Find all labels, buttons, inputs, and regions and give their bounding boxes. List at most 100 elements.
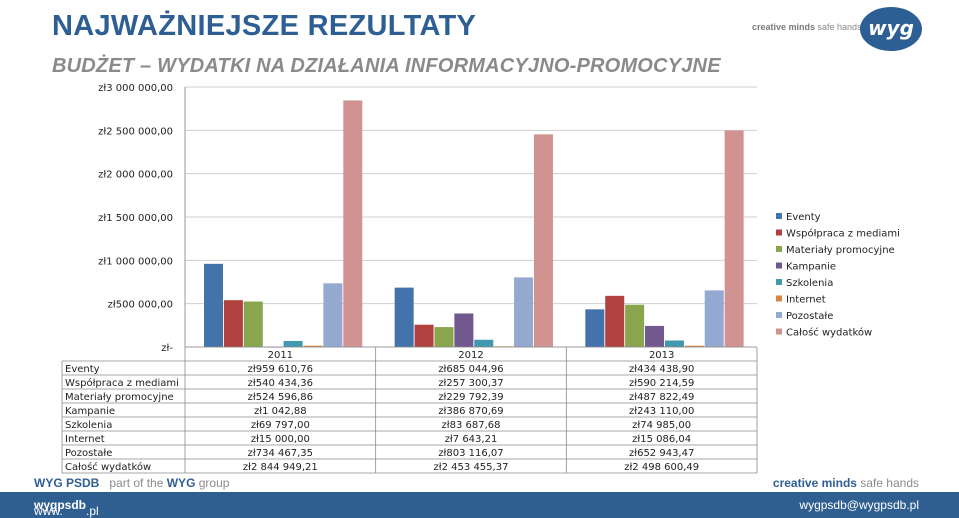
table-row-label: Kampanie [65, 406, 115, 417]
bar-pozosta-e-2011 [323, 283, 343, 347]
table-cell-value: zł524 596,86 [248, 392, 313, 403]
legend-swatch [776, 328, 782, 335]
table-cell-value: zł590 214,59 [629, 378, 694, 389]
email-link[interactable]: wygpsdb@wygpsdb.pl [799, 498, 919, 512]
table-cell-value: zł69 797,00 [251, 420, 310, 431]
tagline-rest: safe hands [815, 22, 862, 32]
bar-ca-o-wydatk-w-2011 [343, 100, 363, 347]
footer-group-rest: group [195, 476, 230, 490]
legend-label: Szkolenia [786, 278, 833, 289]
bar-wsp-praca-z-mediami-2013 [605, 295, 625, 347]
table-row-label: Szkolenia [65, 420, 112, 431]
legend-swatch [776, 262, 782, 269]
table-row-label: Internet [65, 434, 105, 445]
table-cell-value: zł229 792,39 [438, 392, 503, 403]
y-tick-label: zł2 000 000,00 [98, 170, 173, 181]
legend-label: Pozostałe [786, 311, 833, 322]
table-cell-value: zł487 822,49 [629, 392, 694, 403]
table-cell-value: zł2 453 455,37 [434, 462, 509, 473]
bar-pozosta-e-2013 [704, 290, 724, 347]
legend-label: Materiały promocyjne [786, 245, 895, 256]
footer-group-brand: WYG [166, 476, 196, 490]
page-title: NAJWAŻNIEJSZE REZULTATY [52, 10, 477, 42]
table-row-label: Pozostałe [65, 448, 112, 459]
category-label: 2011 [268, 350, 293, 361]
website-link[interactable]: www. wygpsdb .pl [34, 498, 99, 518]
legend-label: Internet [786, 295, 826, 306]
table-cell-value: zł734 467,35 [248, 448, 313, 459]
bar-eventy-2011 [204, 263, 223, 347]
table-cell-value: zł803 116,07 [438, 448, 503, 459]
table-cell-value: zł83 687,68 [442, 420, 501, 431]
footer-bar: www. wygpsdb .pl wygpsdb@wygpsdb.pl [0, 492, 959, 518]
bar-wsp-praca-z-mediami-2011 [223, 300, 243, 347]
y-tick-label: zł1 000 000,00 [98, 256, 173, 267]
bar-eventy-2012 [394, 287, 414, 347]
bar-pozosta-e-2012 [514, 277, 534, 347]
page-subtitle: BUDŻET – WYDATKI NA DZIAŁANIA INFORMACYJ… [52, 55, 721, 77]
y-tick-label: zł- [161, 343, 173, 354]
table-cell-value: zł15 086,04 [632, 434, 691, 445]
y-tick-label: zł1 500 000,00 [98, 213, 173, 224]
legend-swatch [776, 312, 782, 318]
bar-eventy-2013 [585, 309, 605, 347]
table-cell-value: zł652 943,47 [629, 448, 694, 459]
bar-szkolenia-2011 [283, 340, 303, 347]
footer-part-of: part of the [109, 476, 167, 490]
category-label: 2013 [649, 350, 674, 361]
table-row-label: Współpraca z mediami [65, 377, 179, 389]
table-cell-value: zł243 110,00 [629, 406, 694, 417]
url-prefix: www. [34, 504, 63, 518]
legend-label: Kampanie [786, 262, 836, 273]
footer-org-name: WYG PSDB [34, 476, 100, 490]
table-cell-value: zł74 985,00 [632, 420, 691, 431]
footer-slogan: creative minds safe hands [773, 476, 919, 490]
y-tick-label: zł3 000 000,00 [98, 83, 173, 94]
legend-label: Eventy [786, 212, 821, 223]
bar-szkolenia-2013 [664, 340, 684, 347]
table-cell-value: zł2 498 600,49 [624, 462, 699, 473]
tagline-top: creative minds safe hands [752, 22, 862, 32]
logo-oval [860, 7, 922, 51]
legend-swatch [776, 279, 782, 285]
table-cell-value: zł2 844 949,21 [243, 462, 318, 473]
footer-slogan-bold: creative minds [772, 476, 857, 490]
category-label: 2012 [458, 350, 483, 361]
bar-materia-y-promocyjne-2013 [625, 304, 645, 347]
bar-materia-y-promocyjne-2012 [434, 327, 454, 347]
table-row-label: Całość wydatków [65, 461, 151, 473]
bar-ca-o-wydatk-w-2012 [533, 134, 553, 347]
footer-slogan-rest: safe hands [856, 476, 919, 490]
bar-materia-y-promocyjne-2011 [243, 301, 263, 347]
bar-ca-o-wydatk-w-2013 [724, 130, 744, 347]
bar-wsp-praca-z-mediami-2012 [414, 324, 434, 347]
legend-swatch [776, 246, 782, 252]
url-suffix: .pl [86, 504, 99, 518]
table-cell-value: zł386 870,69 [438, 406, 503, 417]
bar-kampanie-2012 [454, 313, 474, 347]
legend-label: Całość wydatków [786, 327, 872, 339]
budget-chart: zł-zł500 000,00 zł1 000 000,00 zł1 500 000… [61, 83, 900, 474]
bar-internet-2011 [303, 345, 323, 347]
wyg-logo: wyg [860, 7, 922, 51]
table-cell-value: zł7 643,21 [445, 434, 498, 445]
bar-internet-2013 [684, 345, 704, 347]
table-row-label: Materiały promocyjne [65, 392, 174, 403]
table-cell-value: zł1 042,88 [254, 406, 307, 417]
table-cell-value: zł540 434,36 [248, 378, 313, 389]
footer-org: WYG PSDB part of the WYG group [34, 476, 229, 490]
bar-szkolenia-2012 [474, 339, 494, 347]
table-cell-value: zł257 300,37 [438, 378, 503, 389]
table-cell-value: zł15 000,00 [251, 434, 310, 445]
legend-swatch [776, 213, 782, 219]
table-cell-value: zł685 044,96 [438, 364, 503, 375]
bar-kampanie-2013 [645, 325, 665, 347]
y-tick-label: zł500 000,00 [108, 300, 173, 311]
legend-label: Współpraca z mediami [786, 228, 900, 240]
legend-swatch [776, 295, 782, 302]
legend-swatch [776, 229, 782, 236]
table-cell-value: zł434 438,90 [629, 364, 694, 375]
y-tick-label: zł2 500 000,00 [98, 126, 173, 137]
tagline-bold: creative minds [752, 22, 816, 32]
table-row-label: Eventy [65, 364, 100, 375]
